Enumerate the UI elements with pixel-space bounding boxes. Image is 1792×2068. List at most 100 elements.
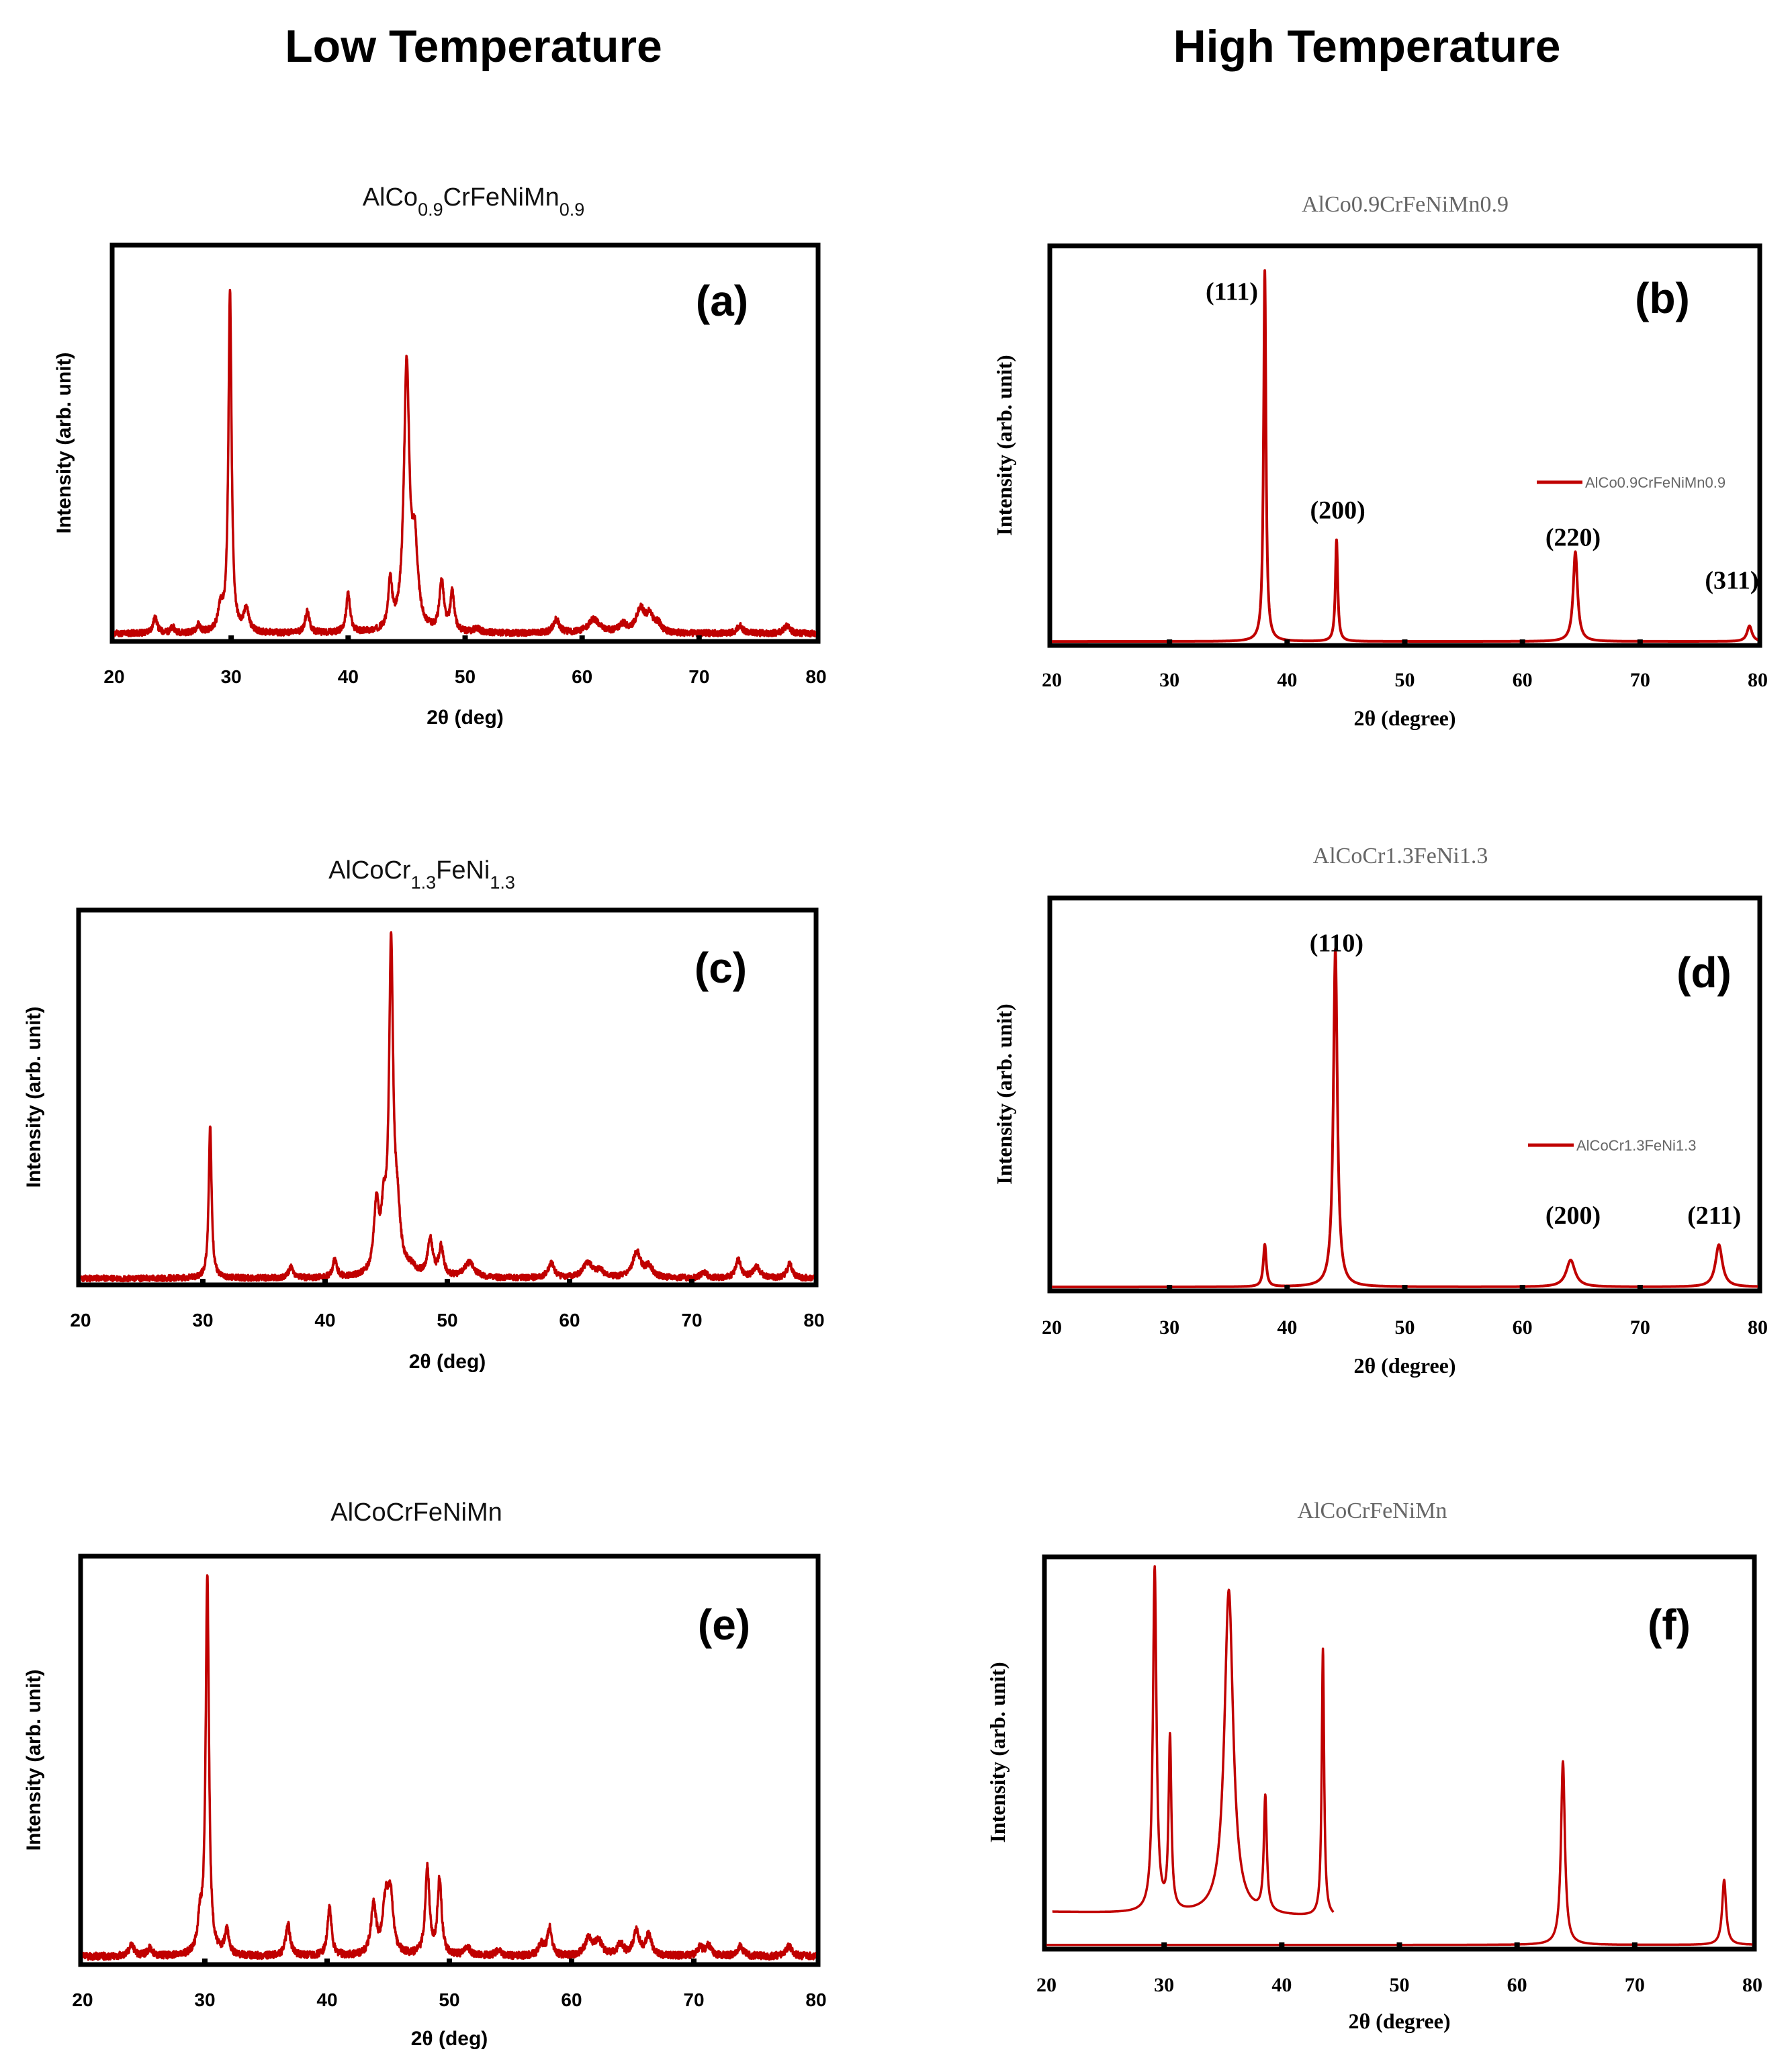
x-tick-label: 60 (559, 1310, 580, 1331)
x-tick-mark (324, 1959, 330, 1964)
x-tick-label: 50 (1395, 669, 1415, 691)
x-tick-mark (1161, 1942, 1167, 1948)
chart-panel-a: AlCo0.9CrFeNiMn0.9 20 30 40 50 60 70 80 2θ (deg)… (53, 183, 827, 729)
x-tick-label: 60 (1507, 1974, 1527, 1996)
x-tick-mark (1284, 639, 1290, 645)
plot-frame-c (76, 907, 819, 1288)
x-tick-mark (1167, 639, 1173, 645)
x-tick-mark (691, 1959, 697, 1964)
x-axis-label: 2θ (degree) (1353, 1353, 1455, 1378)
x-tick-label: 40 (338, 666, 359, 687)
x-axis-label: 2θ (degree) (1348, 2009, 1450, 2033)
x-tick-mark (579, 635, 585, 641)
x-tick-mark (462, 635, 468, 641)
x-tick-label: 80 (1742, 1974, 1762, 1996)
x-tick-mark (1519, 639, 1525, 645)
x-tick-mark (445, 1279, 450, 1284)
panel-label-d: (d) (1676, 948, 1732, 997)
x-tick-label: 40 (1277, 669, 1297, 691)
legend-d: AlCoCr1.3FeNi1.3 (1528, 1137, 1697, 1154)
y-axis-label: Intensity (arb. unit) (992, 1003, 1016, 1184)
panel-label-c: (c) (695, 944, 747, 992)
x-tick-label: 20 (103, 666, 124, 687)
x-axis-label: 2θ (deg) (411, 2028, 488, 2050)
y-axis-label: Intensity (arb. unit) (23, 1670, 45, 1851)
plot-frame-f (1042, 1554, 1757, 1952)
x-tick-label: 30 (1154, 1974, 1174, 1996)
x-tick-label: 40 (1271, 1974, 1292, 1996)
high-temperature-header: High Temperature (1173, 21, 1561, 72)
chart-panel-e: AlCoCrFeNiMn 20 30 40 50 60 70 80 2θ (deg) Intens… (23, 1498, 827, 2050)
peak-label: (220) (1545, 524, 1601, 552)
x-tick-label: 20 (1042, 1316, 1062, 1339)
x-tick-mark (569, 1959, 574, 1964)
xrd-trace-e (83, 1574, 816, 1961)
chart-panel-f: AlCoCrFeNiMn 20 30 40 50 60 70 80 2θ (degree) Int… (985, 1498, 1762, 2033)
y-axis-label: Intensity (arb. unit) (985, 1662, 1010, 1842)
x-tick-label: 70 (1630, 1316, 1650, 1339)
x-axis-label: 2θ (deg) (409, 1351, 486, 1373)
x-tick-mark (1167, 1285, 1173, 1290)
x-tick-mark (345, 635, 351, 641)
peak-label: (111) (1206, 278, 1258, 306)
legend-text: AlCo0.9CrFeNiMn0.9 (1585, 474, 1726, 491)
x-tick-label: 30 (221, 666, 242, 687)
legend-text: AlCoCr1.3FeNi1.3 (1576, 1137, 1697, 1154)
x-tick-label: 60 (1513, 1316, 1533, 1339)
x-tick-label: 50 (439, 1989, 459, 2010)
x-tick-label: 70 (1625, 1974, 1645, 1996)
panel-label-b: (b) (1635, 274, 1690, 322)
x-tick-label: 50 (1390, 1974, 1410, 1996)
x-tick-mark (696, 635, 702, 641)
peak-label: (110) (1310, 929, 1363, 957)
xrd-trace-d (1052, 948, 1758, 1289)
plot-frame-e (78, 1554, 821, 1967)
x-tick-label: 80 (805, 1989, 826, 2010)
chart-title-b: AlCo0.9CrFeNiMn0.9 (1302, 192, 1509, 217)
x-tick-label: 70 (683, 1989, 704, 2010)
plot-frame-a (109, 242, 821, 644)
x-tick-mark (200, 1279, 206, 1284)
chart-title-a: AlCo0.9CrFeNiMn0.9 (363, 183, 585, 220)
x-axis-label: 2θ (degree) (1353, 706, 1455, 730)
y-axis-label: Intensity (arb. unit) (992, 355, 1016, 535)
x-tick-label: 70 (688, 666, 709, 687)
panel-label-f: (f) (1648, 1601, 1691, 1649)
x-tick-mark (322, 1279, 328, 1284)
x-tick-label: 50 (1395, 1316, 1415, 1339)
x-tick-mark (1519, 1285, 1525, 1290)
x-tick-mark (1402, 1285, 1408, 1290)
x-tick-mark (447, 1959, 452, 1964)
y-axis-label: Intensity (arb. unit) (23, 1007, 45, 1188)
x-tick-label: 60 (572, 666, 592, 687)
x-axis-label: 2θ (deg) (427, 707, 504, 729)
plot-frame-d (1047, 895, 1762, 1294)
xrd-trace-f-segment-1 (1051, 1565, 1335, 1916)
x-tick-label: 20 (1036, 1974, 1057, 1996)
x-tick-mark (202, 1959, 208, 1964)
x-tick-label: 20 (72, 1989, 93, 2010)
low-temperature-header: Low Temperature (285, 21, 662, 72)
peak-label: (200) (1545, 1202, 1601, 1230)
x-tick-label: 80 (1748, 669, 1768, 691)
chart-panel-d: AlCoCr1.3FeNi1.3 20 30 40 50 60 70 80 2θ (degree… (992, 844, 1768, 1378)
x-tick-label: 30 (1159, 1316, 1179, 1339)
chart-panel-b: AlCo0.9CrFeNiMn0.9 20 30 40 50 60 70 80 2θ (degr… (992, 192, 1768, 730)
peak-label: (311) (1705, 567, 1758, 595)
xrd-trace-b (1052, 269, 1758, 643)
x-tick-label: 30 (194, 1989, 215, 2010)
x-tick-label: 50 (437, 1310, 457, 1331)
chart-title-f: AlCoCrFeNiMn (1298, 1498, 1447, 1523)
x-tick-mark (1637, 1285, 1643, 1290)
x-tick-label: 80 (1748, 1316, 1768, 1339)
x-tick-label: 30 (192, 1310, 213, 1331)
xrd-trace-a (114, 288, 816, 638)
x-tick-label: 20 (70, 1310, 91, 1331)
x-tick-label: 40 (316, 1989, 337, 2010)
chart-title-d: AlCoCr1.3FeNi1.3 (1313, 844, 1488, 868)
x-tick-mark (1514, 1942, 1520, 1948)
x-tick-mark (228, 635, 234, 641)
x-tick-mark (1631, 1942, 1638, 1948)
x-tick-label: 70 (1630, 669, 1650, 691)
